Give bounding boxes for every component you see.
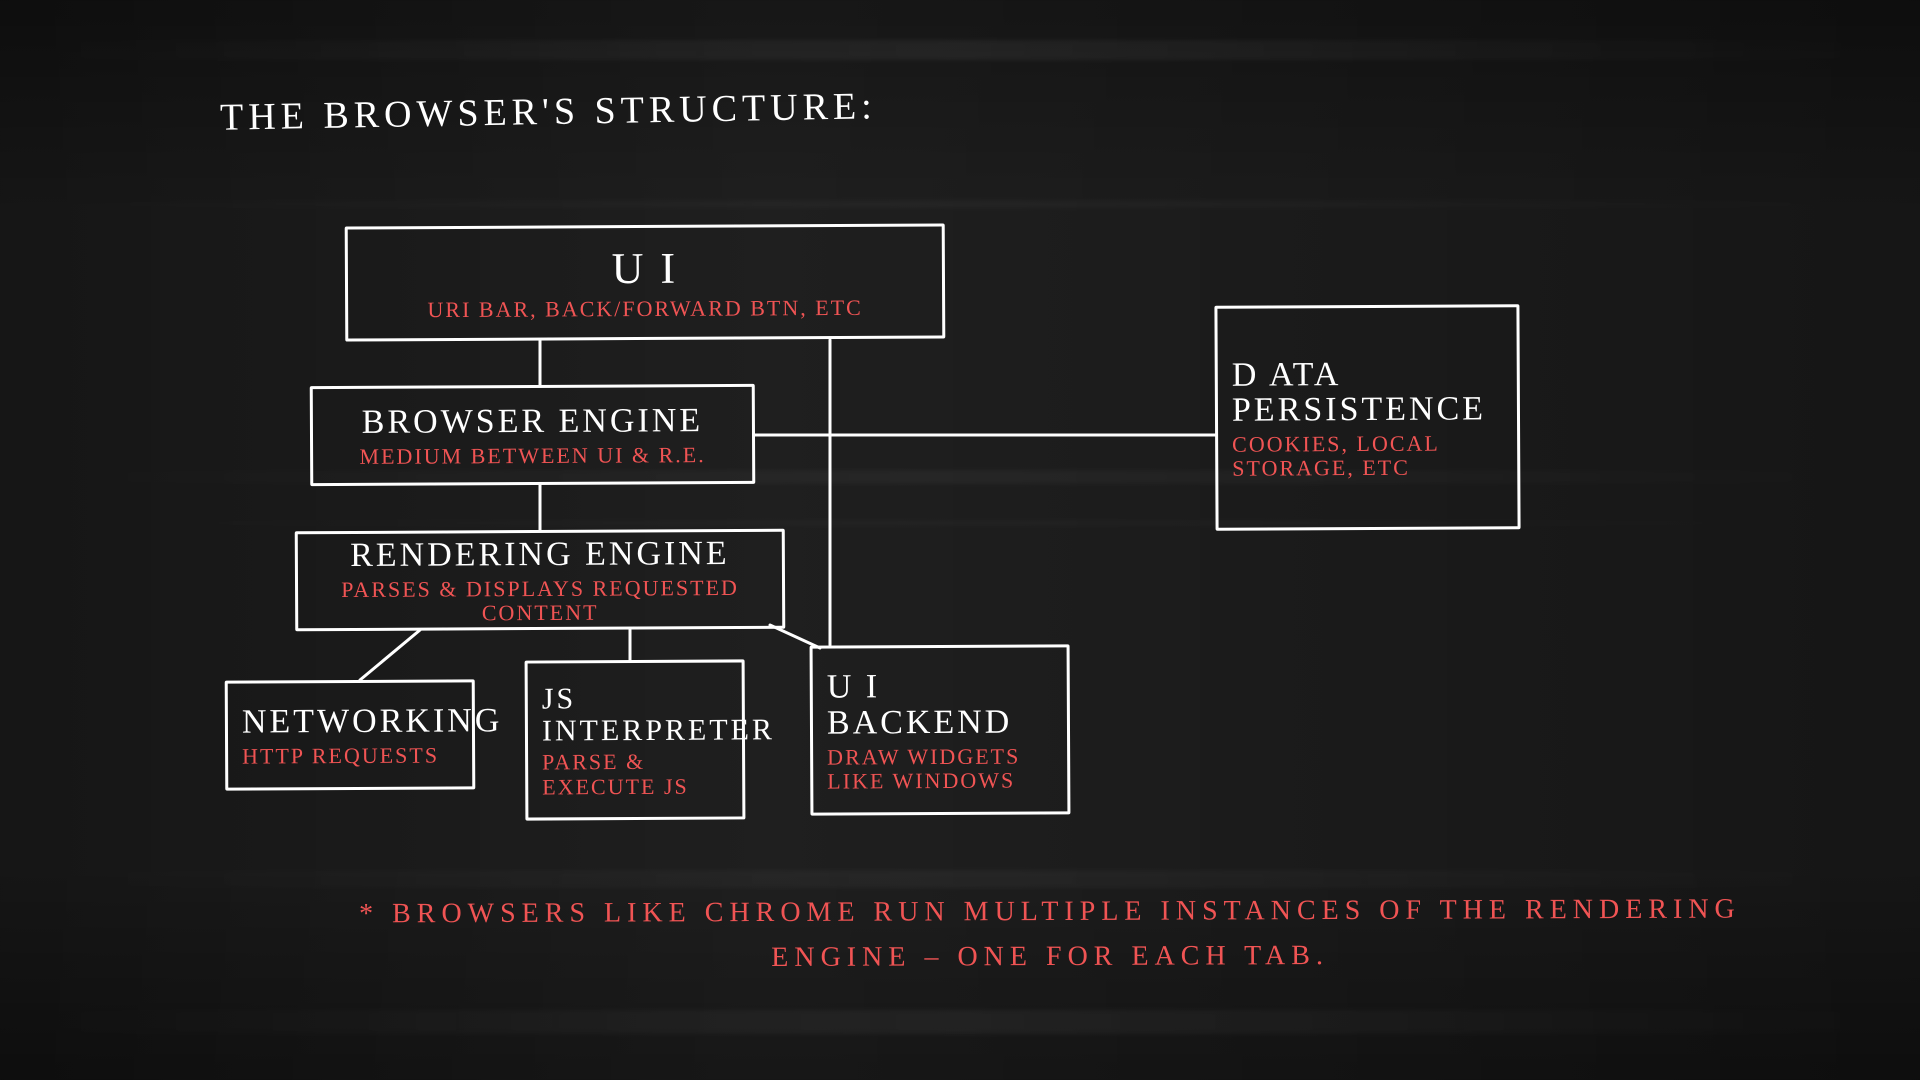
node-data-subtitle: COOKIES, LOCAL STORAGE, ETC [1232,431,1503,481]
node-ui-subtitle: URI BAR, BACK/FORWARD BTN, ETC [362,295,928,322]
node-re: RENDERING ENGINEPARSES & DISPLAYS REQUES… [295,529,786,632]
diagram-heading: THE BROWSER'S STRUCTURE: [220,84,877,139]
node-be-subtitle: MEDIUM BETWEEN UI & R.E. [327,443,738,469]
node-js-subtitle: PARSE & EXECUTE JS [542,750,728,799]
node-net-subtitle: HTTP REQUESTS [242,743,458,768]
node-ui-title: U I [362,245,928,294]
node-re-subtitle: PARSES & DISPLAYS REQUESTED CONTENT [312,575,768,626]
node-uibk-title: U I BACKEND [827,669,1053,742]
node-ui: U IURI BAR, BACK/FORWARD BTN, ETC [345,223,946,341]
node-net-title: NETWORKING [242,703,458,740]
node-re-title: RENDERING ENGINE [312,536,768,574]
node-data: D ATA PERSISTENCECOOKIES, LOCAL STORAGE,… [1214,304,1520,531]
node-js: JS INTERPRETERPARSE & EXECUTE JS [525,659,746,820]
node-data-title: D ATA PERSISTENCE [1232,356,1503,429]
node-net: NETWORKING HTTP REQUESTS [225,679,476,790]
node-js-title: JS INTERPRETER [542,683,728,747]
node-be: BROWSER ENGINEMEDIUM BETWEEN UI & R.E. [310,384,756,486]
node-uibk: U I BACKENDDRAW WIDGETS LIKE WINDOWS [810,644,1071,815]
edge-re-net [360,630,420,680]
node-uibk-subtitle: DRAW WIDGETS LIKE WINDOWS [827,744,1053,794]
node-be-title: BROWSER ENGINE [327,403,738,441]
diagram-footnote: * BROWSERS LIKE CHROME RUN MULTIPLE INST… [340,888,1760,983]
